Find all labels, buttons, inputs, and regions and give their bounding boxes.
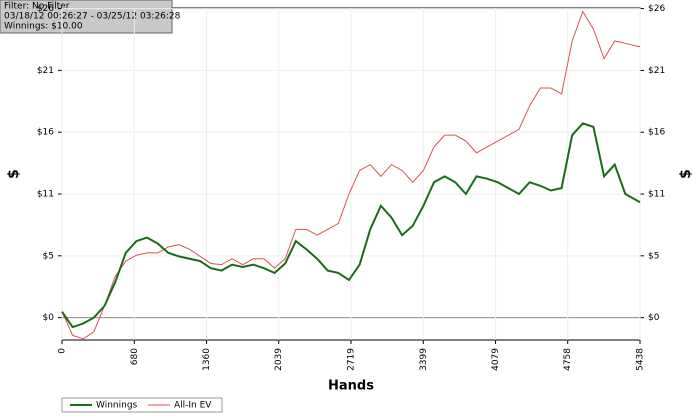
x-tick-label: 0: [58, 348, 68, 354]
info-box: [0, 0, 173, 34]
x-tick-label: 2039: [274, 348, 284, 371]
series-line: [61, 122, 641, 329]
legend-label: Winnings: [96, 401, 138, 411]
x-tick-label: 3399: [419, 348, 429, 371]
y-tick-label: $16: [37, 128, 54, 138]
x-tick-label: 1360: [202, 348, 212, 371]
legend: [61, 397, 223, 413]
x-tick-label: 680: [130, 348, 140, 365]
info-line: 03/18/12 00:26:27 - 03/25/12 03:26:28: [4, 12, 181, 22]
y-tick-label: $0: [43, 313, 55, 323]
y2-tick-label: $0: [648, 313, 660, 323]
x-tick-label: 2719: [347, 348, 357, 371]
y-axis-label: $: [6, 169, 22, 179]
y2-tick-label: $5: [648, 251, 659, 261]
y-tick-label: $26: [37, 4, 54, 14]
y-tick-label: $11: [37, 190, 54, 200]
y2-axis-label: $: [678, 169, 694, 179]
y-tick-label: $21: [37, 66, 54, 76]
y2-tick-label: $11: [648, 190, 665, 200]
info-line: Winnings: $10.00: [4, 22, 83, 32]
x-tick-label: 4079: [491, 348, 501, 371]
x-tick-label: 5438: [636, 348, 646, 371]
info-line: Filter: No Filter: [4, 2, 70, 12]
y2-tick-label: $26: [648, 4, 665, 14]
y2-tick-label: $21: [648, 66, 665, 76]
x-axis-label: Hands: [328, 379, 374, 394]
legend-label: All-In EV: [174, 401, 212, 411]
y2-tick-label: $16: [648, 128, 665, 138]
series-line: [61, 10, 641, 340]
y-tick-label: $5: [43, 251, 54, 261]
x-tick-label: 4758: [563, 348, 573, 371]
